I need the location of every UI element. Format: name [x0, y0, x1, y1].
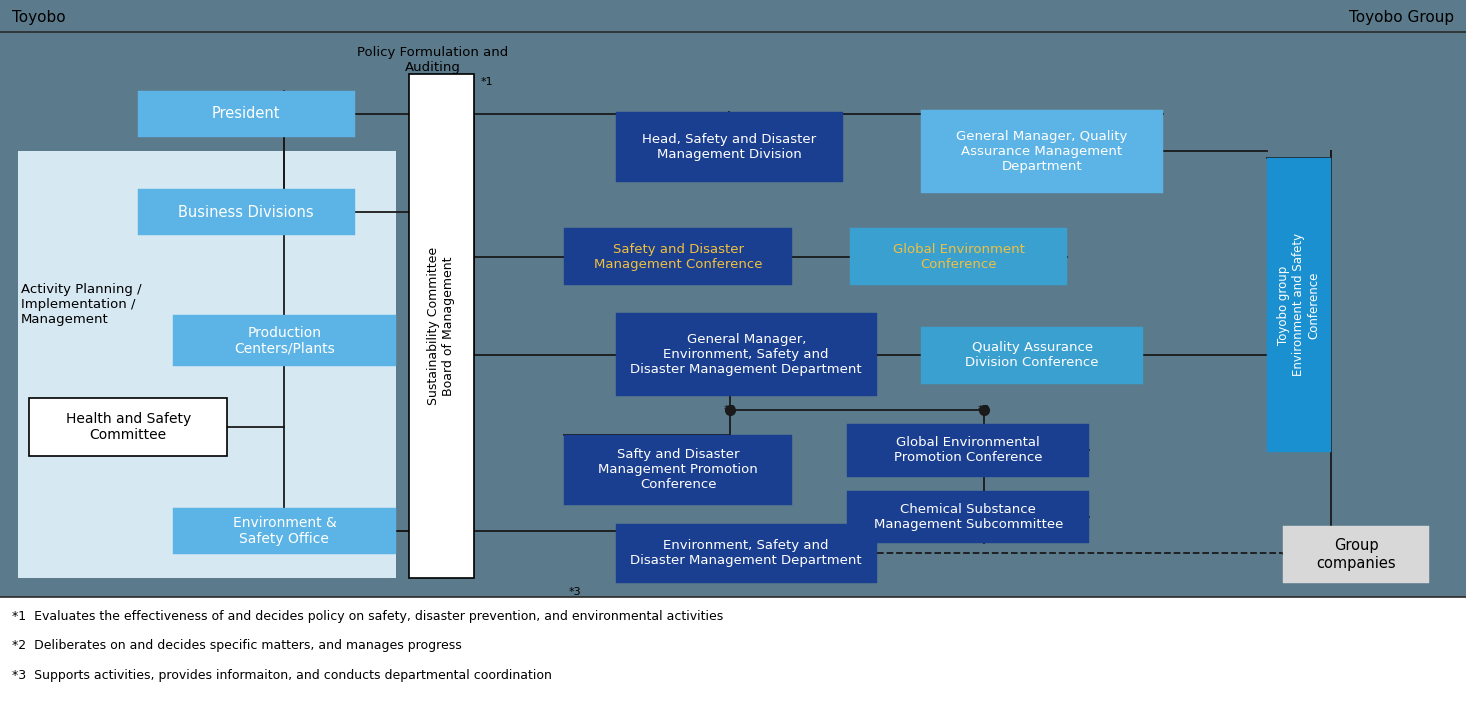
Text: Business Divisions: Business Divisions: [179, 205, 314, 219]
FancyBboxPatch shape: [18, 151, 396, 578]
Text: Global Environmental
Promotion Conference: Global Environmental Promotion Conferenc…: [894, 437, 1042, 464]
Text: *3  Supports activities, provides informaiton, and conducts departmental coordin: *3 Supports activities, provides informa…: [12, 669, 551, 682]
Text: *3: *3: [569, 587, 582, 597]
Text: Toyobo group
Environment and Safety
Conference: Toyobo group Environment and Safety Conf…: [1277, 233, 1321, 376]
Text: Group
companies: Group companies: [1316, 538, 1396, 571]
Text: Toyobo Group: Toyobo Group: [1349, 10, 1454, 25]
FancyBboxPatch shape: [138, 91, 355, 137]
FancyBboxPatch shape: [564, 435, 792, 505]
Text: Chemical Substance
Management Subcommittee: Chemical Substance Management Subcommitt…: [874, 503, 1063, 531]
Text: General Manager, Quality
Assurance Management
Department: General Manager, Quality Assurance Manag…: [956, 130, 1127, 173]
FancyBboxPatch shape: [1267, 158, 1331, 452]
FancyBboxPatch shape: [847, 491, 1089, 543]
Text: *1  Evaluates the effectiveness of and decides policy on safety, disaster preven: *1 Evaluates the effectiveness of and de…: [12, 610, 723, 623]
FancyBboxPatch shape: [1283, 526, 1429, 583]
Text: Policy Formulation and
Auditing: Policy Formulation and Auditing: [356, 46, 509, 74]
FancyBboxPatch shape: [138, 189, 355, 235]
Text: Environment, Safety and
Disaster Management Department: Environment, Safety and Disaster Managem…: [630, 540, 862, 567]
Text: Safety and Disaster
Management Conference: Safety and Disaster Management Conferenc…: [594, 243, 762, 271]
Text: Activity Planning /
Implementation /
Management: Activity Planning / Implementation / Man…: [21, 283, 141, 327]
FancyBboxPatch shape: [409, 74, 474, 578]
FancyBboxPatch shape: [616, 112, 843, 182]
Text: Head, Safety and Disaster
Management Division: Head, Safety and Disaster Management Div…: [642, 133, 817, 161]
Text: Sustainability Committee
Board of Management: Sustainability Committee Board of Manage…: [427, 247, 456, 405]
Text: Health and Safety
Committee: Health and Safety Committee: [66, 411, 191, 442]
Text: *2  Deliberates on and decides specific matters, and manages progress: *2 Deliberates on and decides specific m…: [12, 639, 462, 653]
Text: Environment &
Safety Office: Environment & Safety Office: [233, 516, 336, 546]
FancyBboxPatch shape: [616, 524, 877, 583]
FancyBboxPatch shape: [921, 110, 1163, 193]
Text: Production
Centers/Plants: Production Centers/Plants: [235, 325, 334, 356]
Text: *2: *2: [978, 405, 990, 415]
FancyBboxPatch shape: [616, 313, 877, 396]
FancyBboxPatch shape: [850, 228, 1067, 285]
FancyBboxPatch shape: [173, 315, 396, 366]
Text: *2: *2: [724, 405, 736, 415]
Text: Toyobo: Toyobo: [12, 10, 66, 25]
Text: President: President: [213, 107, 280, 121]
FancyBboxPatch shape: [173, 508, 396, 554]
FancyBboxPatch shape: [921, 327, 1143, 384]
Text: *1: *1: [481, 77, 494, 87]
FancyBboxPatch shape: [564, 228, 792, 285]
Text: Quality Assurance
Division Conference: Quality Assurance Division Conference: [965, 341, 1100, 369]
Text: Safty and Disaster
Management Promotion
Conference: Safty and Disaster Management Promotion …: [598, 448, 758, 491]
FancyBboxPatch shape: [0, 597, 1466, 701]
FancyBboxPatch shape: [29, 398, 227, 456]
Text: General Manager,
Environment, Safety and
Disaster Management Department: General Manager, Environment, Safety and…: [630, 333, 862, 376]
Text: Global Environment
Conference: Global Environment Conference: [893, 243, 1025, 271]
FancyBboxPatch shape: [847, 424, 1089, 477]
